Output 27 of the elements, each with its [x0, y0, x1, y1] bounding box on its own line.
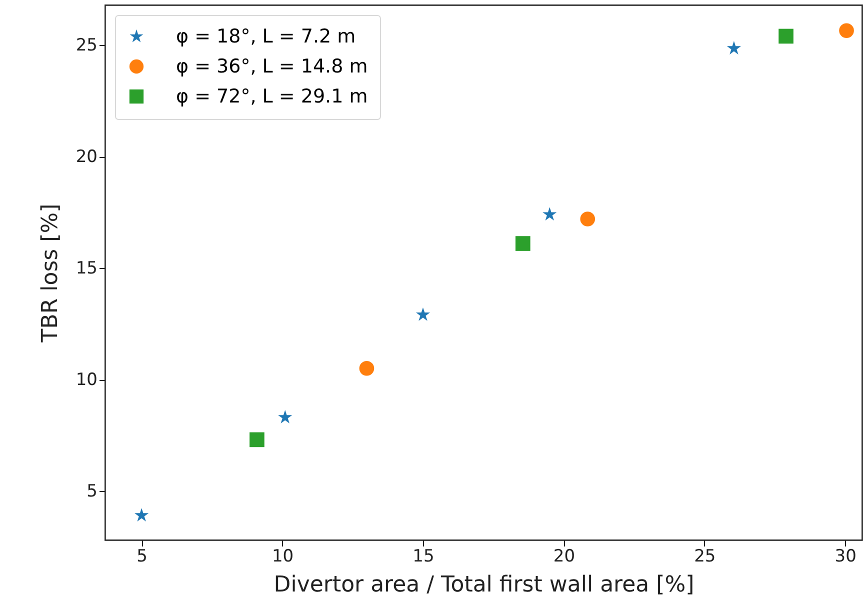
point: [726, 41, 742, 54]
point: [542, 207, 557, 221]
x-tick-label: 15: [412, 546, 434, 566]
legend-label: φ = 36°, L = 14.8 m: [176, 56, 368, 78]
y-tick-label: 20: [76, 147, 98, 168]
x-tick-label: 10: [272, 546, 294, 566]
y-tick-label: 10: [76, 370, 98, 390]
x-tick-label: 25: [694, 546, 716, 566]
point: [416, 307, 430, 321]
y-tick-label: 15: [76, 258, 98, 279]
y-tick-label: 25: [76, 36, 98, 56]
y-tick-label: 5: [86, 481, 98, 502]
point: [359, 360, 374, 376]
point: [278, 410, 292, 424]
point: [134, 508, 149, 522]
point: [839, 23, 854, 38]
y-axis-title: TBR loss [%]: [38, 204, 63, 344]
legend-label: φ = 72°, L = 29.1 m: [176, 86, 368, 108]
x-tick-label: 20: [553, 546, 576, 566]
point: [778, 28, 794, 44]
point: [580, 212, 596, 226]
point: [250, 432, 264, 448]
legend-label: φ = 18°, L = 7.2 m: [176, 26, 356, 48]
x-axis-title: Divertor area / Total first wall area [%]: [274, 572, 694, 598]
x-tick-label: 5: [136, 546, 148, 566]
point: [515, 236, 530, 251]
x-tick-label: 30: [834, 546, 856, 566]
